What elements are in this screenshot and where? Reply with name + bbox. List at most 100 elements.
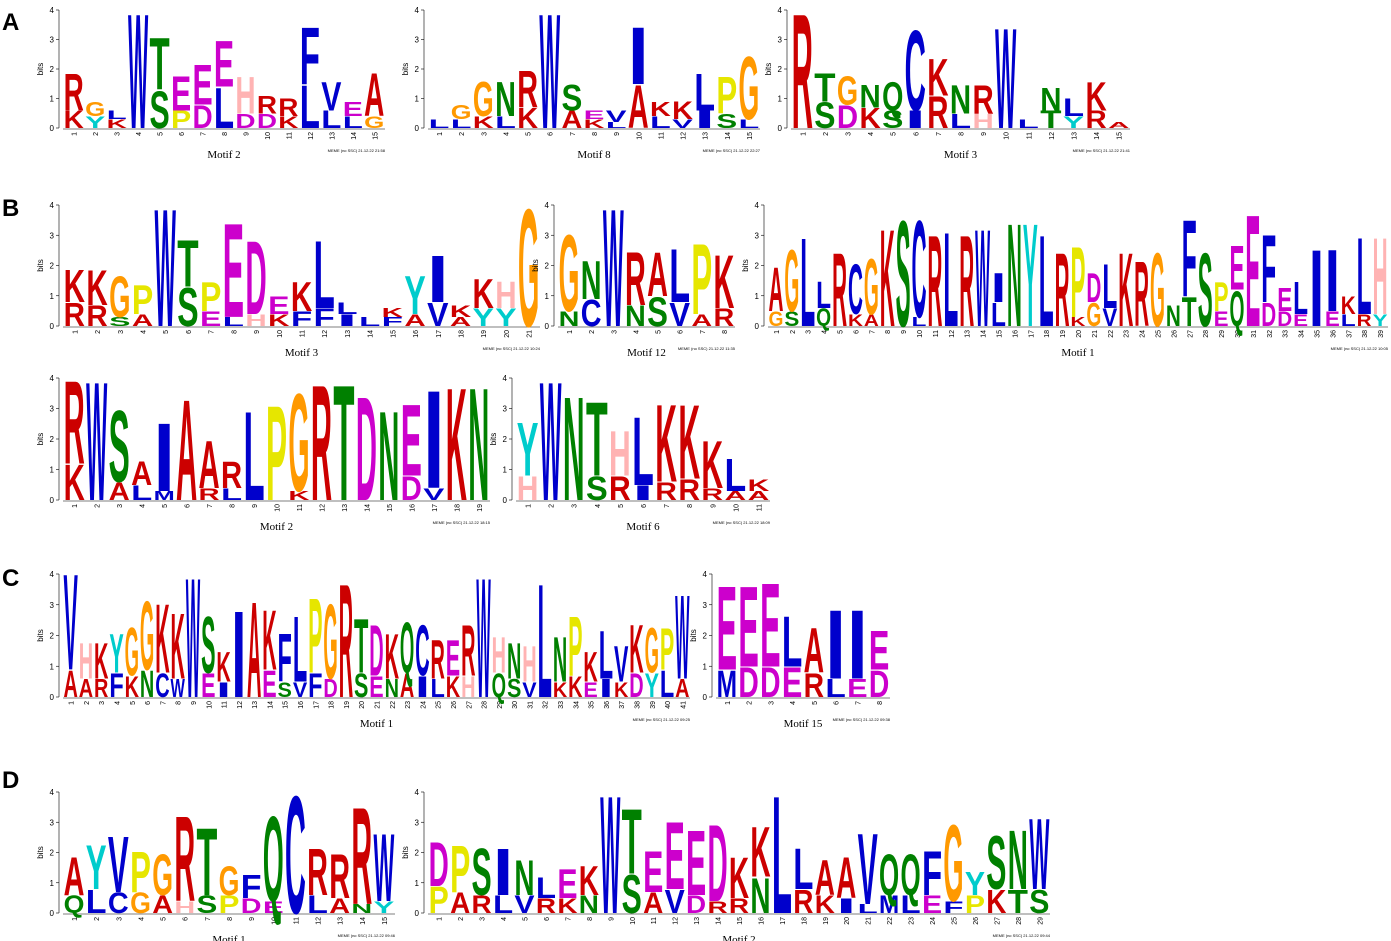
- logo-letter: P: [716, 66, 737, 125]
- position-label: 16: [298, 701, 305, 709]
- logo-column: LN: [495, 71, 516, 132]
- logo-column: AE: [643, 838, 663, 920]
- position-label: 11: [658, 132, 665, 139]
- logo-letter: L: [343, 113, 363, 131]
- logo-letter: G: [837, 67, 858, 114]
- logo-letter: W: [155, 174, 176, 362]
- logo-letter: A: [836, 845, 856, 911]
- logo-letter: D: [837, 98, 858, 135]
- position-label: 24: [1140, 330, 1147, 338]
- logo-letter: R: [609, 470, 631, 508]
- logo-column: HD: [245, 220, 266, 337]
- position-label: 5: [812, 701, 819, 705]
- logo-letter: I: [825, 590, 845, 700]
- logo-letter: A: [79, 674, 94, 703]
- logo-letter: I: [1325, 231, 1340, 330]
- logo-column: DH: [235, 66, 255, 133]
- logo-letter: T: [814, 64, 835, 111]
- logo-letter: E: [192, 53, 212, 117]
- position-label: 10: [206, 701, 213, 709]
- logo-column: VK: [672, 97, 694, 131]
- logo-column: KR: [64, 358, 85, 511]
- logo-column: EK: [262, 594, 276, 706]
- position-label: 8: [230, 504, 237, 508]
- logo-letter: V: [665, 883, 685, 921]
- logo-column: RH: [609, 418, 631, 507]
- y-axis-label: bits: [689, 629, 698, 641]
- logo-letter: E: [263, 898, 284, 917]
- logo-letter: D: [356, 366, 377, 532]
- logo-letter: R: [339, 550, 353, 732]
- logo-letter: K: [288, 488, 309, 502]
- logo-letter: D: [1086, 265, 1101, 312]
- logo-column: E: [1245, 183, 1260, 361]
- meme-stamp: MEME (no SSC) 21.12.22 10:24: [483, 346, 541, 351]
- logo-letter: E: [201, 665, 215, 704]
- logo-letter: L: [1063, 94, 1084, 122]
- logo-letter: A: [176, 371, 197, 532]
- logo-letter: A: [152, 890, 173, 918]
- position-label: 9: [191, 701, 198, 705]
- position-label: 41: [680, 701, 687, 709]
- logo-column: KP: [568, 600, 583, 704]
- logo-column: RK: [86, 259, 108, 333]
- position-label: 3: [806, 330, 813, 334]
- logo-column: L: [243, 384, 264, 527]
- position-label: 12: [949, 330, 956, 338]
- logo-column: AQ: [400, 608, 414, 704]
- logo-column: ST: [196, 808, 217, 918]
- logo-letter: L: [221, 485, 242, 504]
- logo-letter: N: [514, 849, 534, 905]
- logo-column: KG: [473, 71, 495, 132]
- position-label: 18: [329, 701, 336, 709]
- logo-letter: P: [429, 880, 449, 922]
- logo-column: DE: [686, 811, 706, 918]
- y-tick-label: 2: [415, 849, 420, 858]
- logo-letter: E: [1293, 312, 1308, 330]
- logo-letter: F: [109, 665, 123, 704]
- logo-letter: R: [707, 898, 727, 917]
- logo-letter: N: [950, 76, 971, 123]
- meme-stamp: MEME (no SSC) 21.12.22 21:41: [1073, 148, 1131, 153]
- y-tick-label: 4: [415, 788, 420, 797]
- logo-column: YH: [1373, 215, 1388, 337]
- logo-letter: C: [905, 6, 926, 135]
- position-label: 28: [1016, 917, 1023, 925]
- logo-letter: G: [943, 802, 963, 924]
- logo-letter: H: [492, 628, 506, 684]
- position-label: 2: [459, 132, 466, 136]
- position-label: 15: [382, 917, 389, 925]
- position-label: 14: [351, 132, 358, 140]
- logo-letter: Q: [879, 842, 899, 908]
- position-label: 8: [227, 917, 234, 921]
- logo-letter: W: [539, 0, 560, 163]
- logo-column: LE: [214, 27, 234, 140]
- logo-letter: N: [563, 366, 585, 532]
- logo-letter: R: [1134, 243, 1149, 346]
- logo-letter: I: [991, 265, 1006, 312]
- logo-column: RK: [94, 634, 109, 703]
- logo-column: IL: [632, 399, 654, 507]
- logo-column: R: [927, 209, 942, 354]
- position-label: 4: [633, 330, 640, 334]
- logo-letter: S: [472, 834, 492, 909]
- logo-letter: G: [784, 231, 799, 330]
- logo-letter: N: [553, 625, 567, 696]
- position-label: 10: [271, 917, 278, 925]
- logo-letter: R: [793, 883, 813, 921]
- logo-column: IL: [694, 63, 715, 133]
- position-label: 14: [1094, 132, 1101, 140]
- logo-letter: L: [782, 601, 802, 682]
- position-label: 16: [409, 504, 416, 512]
- logo-letter: W: [476, 543, 490, 734]
- logo-letter: D: [245, 220, 266, 337]
- logo-column: IL: [599, 616, 613, 702]
- position-label: 11: [293, 917, 300, 924]
- position-label: 16: [413, 330, 420, 338]
- y-tick-label: 0: [50, 496, 55, 505]
- logo-letter: W: [86, 347, 107, 536]
- logo-letter: P: [965, 891, 985, 919]
- logo-column: DF: [1261, 215, 1276, 333]
- y-tick-label: 2: [50, 849, 55, 858]
- logo-column: RK: [701, 427, 723, 504]
